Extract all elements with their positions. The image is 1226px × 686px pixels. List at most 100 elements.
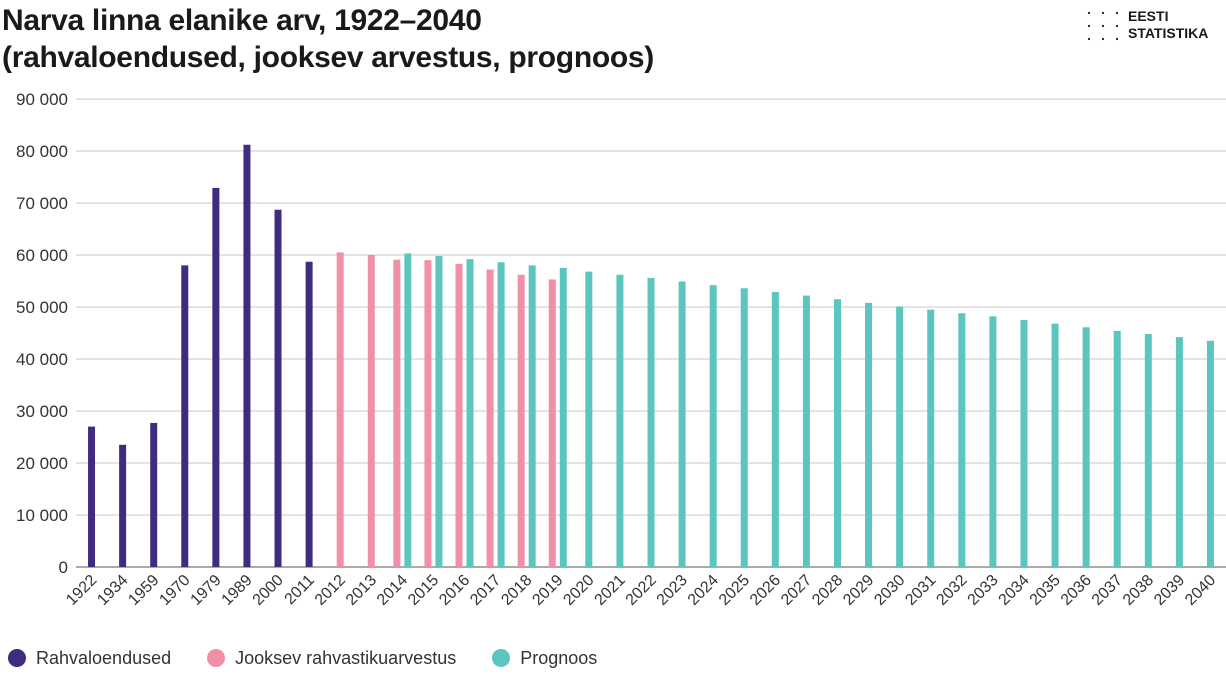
x-tick-label: 2024 [685, 572, 722, 609]
x-tick-label: 2012 [312, 572, 349, 609]
bar-prognoos-2032 [958, 313, 966, 567]
legend-item-forecast: Prognoos [492, 648, 597, 669]
x-tick-label: 1959 [125, 572, 162, 609]
y-tick-label: 0 [59, 558, 68, 577]
logo-text: EESTI STATISTIKA [1128, 8, 1208, 42]
bar-rahvaloendused-1934 [119, 444, 127, 567]
x-tick-label: 2011 [282, 572, 318, 608]
x-tick-label: 1970 [156, 572, 193, 609]
title-line-2: (rahvaloendused, jooksev arvestus, progn… [2, 41, 654, 74]
x-tick-label: 2040 [1182, 572, 1219, 609]
bar-jooksev-rahvastikuarvestus-2012 [336, 252, 344, 567]
bar-prognoos-2037 [1113, 330, 1121, 567]
x-tick-label: 2025 [716, 572, 753, 609]
bar-jooksev-rahvastikuarvestus-2013 [367, 255, 375, 567]
x-tick-label: 2023 [654, 572, 691, 609]
eesti-statistika-logo: EESTI STATISTIKA [1086, 8, 1226, 44]
x-tick-label: 1934 [94, 572, 131, 609]
x-tick-label: 2016 [436, 572, 473, 609]
x-tick-label: 2015 [405, 572, 442, 609]
x-tick-label: 2036 [1058, 572, 1095, 609]
x-tick-label: 2027 [778, 572, 815, 609]
bar-prognoos-2030 [896, 306, 904, 567]
bar-jooksev-rahvastikuarvestus-2016 [455, 263, 463, 567]
title-line-1: Narva linna elanike arv, 1922–2040 [2, 4, 482, 37]
bar-prognoos-2039 [1175, 337, 1183, 567]
y-tick-label: 60 000 [16, 246, 68, 265]
bar-rahvaloendused-1970 [181, 265, 189, 567]
bar-prognoos-2029 [865, 302, 873, 567]
bar-prognoos-2036 [1082, 327, 1090, 567]
y-tick-label: 50 000 [16, 298, 68, 317]
x-tick-label: 2018 [498, 572, 535, 609]
legend-item-censuses: Rahvaloendused [8, 648, 171, 669]
x-tick-label: 1979 [188, 572, 225, 609]
bar-prognoos-2027 [802, 295, 810, 567]
x-tick-label: 1989 [219, 572, 256, 609]
logo-dots-icon [1087, 11, 1119, 41]
bar-prognoos-2034 [1020, 320, 1028, 567]
x-tick-label: 2037 [1089, 572, 1126, 609]
y-tick-label: 10 000 [16, 506, 68, 525]
x-tick-label: 2033 [965, 572, 1002, 609]
bar-prognoos-2040 [1206, 340, 1214, 567]
bar-prognoos-2026 [771, 291, 779, 567]
x-tick-label: 2000 [250, 572, 287, 609]
bar-rahvaloendused-2011 [305, 261, 313, 567]
bar-prognoos-2038 [1144, 334, 1152, 567]
legend-label-censuses: Rahvaloendused [36, 647, 172, 668]
bar-prognoos-2019 [559, 268, 567, 567]
bar-prognoos-2016 [466, 259, 474, 567]
bar-prognoos-2035 [1051, 323, 1059, 567]
x-tick-label: 2039 [1151, 572, 1188, 609]
logo-line-2: STATISTIKA [1128, 25, 1209, 41]
legend-label-current-accounting: Jooksev rahvastikuarvestus [235, 647, 457, 668]
x-tick-label: 2034 [996, 572, 1033, 609]
logo-line-1: EESTI [1128, 8, 1169, 24]
bar-prognoos-2022 [647, 277, 655, 567]
legend-swatch-censuses [8, 649, 26, 667]
x-tick-label: 1922 [63, 572, 100, 609]
bar-prognoos-2031 [927, 309, 935, 567]
x-tick-label: 2017 [467, 572, 504, 609]
y-tick-label: 80 000 [16, 142, 68, 161]
x-tick-label: 2022 [623, 572, 660, 609]
bar-prognoos-2033 [989, 316, 997, 567]
x-tick-label: 2014 [374, 572, 411, 609]
y-tick-label: 20 000 [16, 454, 68, 473]
legend-swatch-forecast [492, 649, 511, 667]
legend-item-current-accounting: Jooksev rahvastikuarvestus [207, 648, 456, 669]
legend-swatch-current-accounting [207, 649, 226, 667]
bar-jooksev-rahvastikuarvestus-2015 [424, 260, 432, 567]
x-tick-label: 2029 [840, 572, 877, 609]
x-tick-label: 2032 [933, 572, 970, 609]
x-tick-label: 2028 [809, 572, 846, 609]
x-tick-label: 2021 [592, 572, 629, 609]
bar-rahvaloendused-1922 [88, 426, 96, 567]
bar-prognoos-2021 [616, 274, 624, 567]
bar-prognoos-2023 [678, 281, 686, 567]
bar-rahvaloendused-1959 [150, 422, 158, 567]
bar-prognoos-2028 [833, 299, 841, 567]
bar-prognoos-2017 [497, 262, 505, 567]
bar-jooksev-rahvastikuarvestus-2018 [517, 274, 525, 567]
bar-prognoos-2020 [585, 271, 593, 567]
x-tick-label: 2035 [1027, 572, 1064, 609]
bar-jooksev-rahvastikuarvestus-2019 [548, 279, 556, 567]
y-tick-label: 70 000 [16, 194, 68, 213]
bar-prognoos-2025 [740, 288, 748, 567]
x-tick-label: 2019 [529, 572, 566, 609]
bar-rahvaloendused-2000 [274, 209, 282, 567]
chart-legend: Rahvaloendused Jooksev rahvastikuarvestu… [8, 646, 633, 670]
legend-label-forecast: Prognoos [520, 647, 598, 668]
x-tick-label: 2020 [560, 572, 597, 609]
population-bar-chart: 0 10 000 20 000 30 000 40 000 50 000 60 000 70 … [16, 90, 1226, 609]
bar-prognoos-2024 [709, 285, 717, 567]
x-tick-label: 2030 [871, 572, 908, 609]
bar-rahvaloendused-1979 [212, 187, 220, 568]
chart-title: Narva linna elanike arv, 1922–2040 (rahv… [2, 2, 654, 76]
bar-jooksev-rahvastikuarvestus-2014 [393, 259, 401, 567]
bar-jooksev-rahvastikuarvestus-2017 [486, 269, 494, 567]
bar-prognoos-2014 [404, 253, 412, 567]
x-tick-label: 2013 [343, 572, 380, 609]
